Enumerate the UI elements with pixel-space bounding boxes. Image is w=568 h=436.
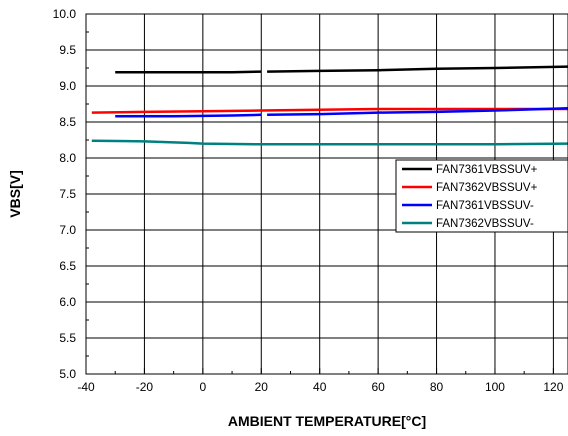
x-tick-label: 40 bbox=[313, 380, 327, 394]
y-tick-label: 10.0 bbox=[53, 7, 77, 21]
series-line-fan7362vbssuv bbox=[91, 139, 568, 146]
series-line-fan7361vbssuv bbox=[267, 65, 568, 73]
y-tick-label: 7.5 bbox=[59, 187, 76, 201]
series-lines bbox=[91, 65, 568, 146]
x-tick-label: -20 bbox=[136, 380, 154, 394]
legend-label: FAN7361VBSSUV- bbox=[436, 200, 534, 212]
legend-box bbox=[395, 159, 568, 233]
series-line-fan7361vbssuv bbox=[267, 107, 568, 117]
y-tick-label: 5.0 bbox=[59, 367, 76, 381]
y-tick-label: 8.5 bbox=[59, 115, 76, 129]
series-line-fan7362vbssuv bbox=[91, 107, 568, 114]
legend-label: FAN7361VBSSUV+ bbox=[436, 164, 538, 176]
y-tick-label: 9.5 bbox=[59, 43, 76, 57]
y-tick-label: 5.5 bbox=[59, 331, 76, 345]
legend: FAN7361VBSSUV+ FAN7362VBSSUV+ FAN7361VBSSU… bbox=[395, 159, 568, 233]
x-tick-label: 80 bbox=[430, 380, 444, 394]
y-tick-label: 8.0 bbox=[59, 151, 76, 165]
axis-ticks: -40 -20 0 20 40 60 80 100 120 5.0 5.5 6.0 6.5 7.0 7.5 8… bbox=[53, 7, 564, 394]
x-tick-label: 0 bbox=[200, 380, 207, 394]
x-tick-label: 60 bbox=[371, 380, 385, 394]
series-line-fan7361vbssuv bbox=[115, 113, 262, 118]
x-tick-label: 100 bbox=[485, 380, 505, 394]
x-tick-label: -40 bbox=[77, 380, 95, 394]
y-tick-label: 9.0 bbox=[59, 79, 76, 93]
series-line-fan7361vbssuv bbox=[115, 70, 262, 74]
x-axis-title: AMBIENT TEMPERATURE[°C] bbox=[228, 413, 426, 429]
y-tick-label: 6.0 bbox=[59, 295, 76, 309]
y-tick-label: 7.0 bbox=[59, 223, 76, 237]
y-tick-label: 6.5 bbox=[59, 259, 76, 273]
legend-label: FAN7362VBSSUV+ bbox=[436, 182, 538, 194]
y-axis-title: VBS[V] bbox=[7, 170, 23, 217]
x-tick-label: 120 bbox=[543, 380, 563, 394]
legend-label: FAN7362VBSSUV- bbox=[436, 218, 534, 230]
x-tick-label: 20 bbox=[255, 380, 269, 394]
